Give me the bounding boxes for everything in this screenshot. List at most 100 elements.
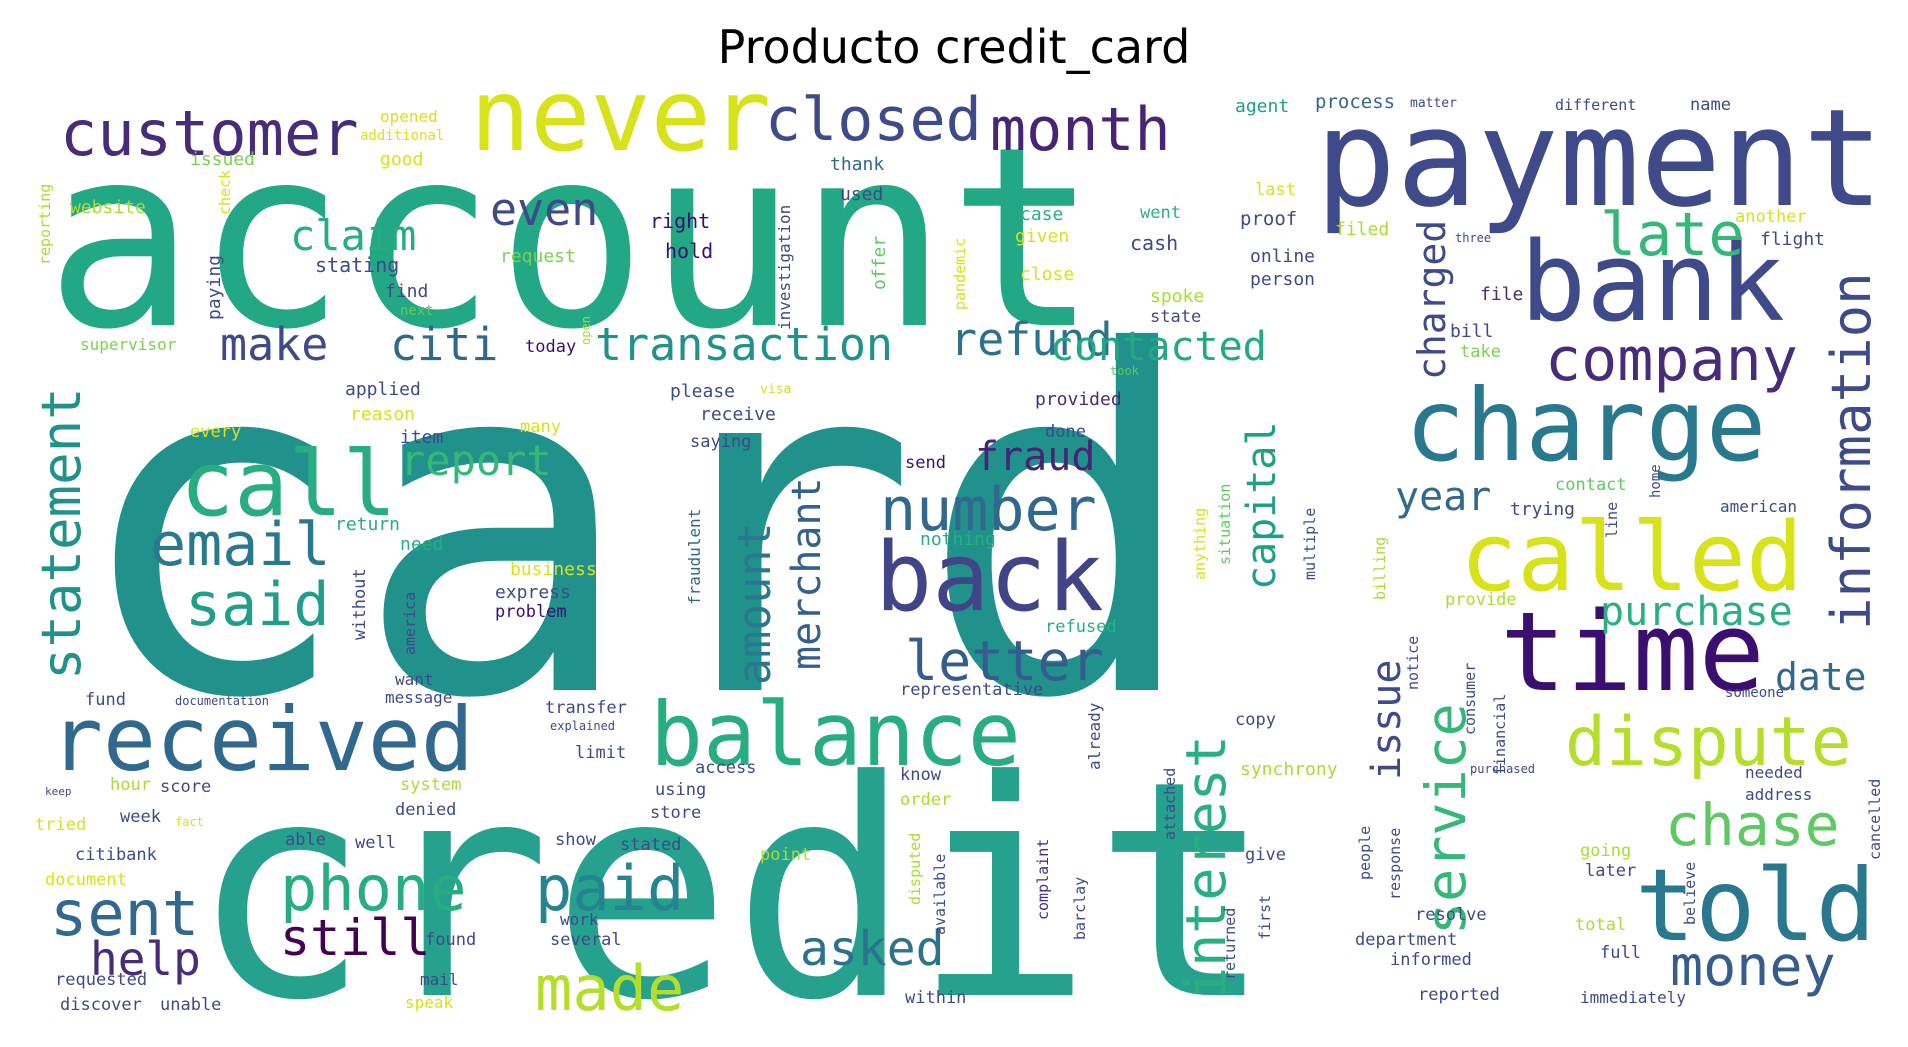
word-total: total: [1575, 915, 1626, 935]
word-business: business: [510, 559, 597, 580]
word-requested: requested: [55, 970, 147, 990]
word-fact: fact: [175, 815, 204, 829]
word-contacted: contacted: [1050, 324, 1267, 370]
word-person: person: [1250, 269, 1315, 290]
word-make: make: [220, 318, 328, 371]
word-took: took: [1110, 364, 1140, 378]
word-people: people: [1356, 826, 1374, 880]
word-saying: saying: [690, 432, 751, 452]
word-transaction: transaction: [595, 318, 893, 371]
word-store: store: [650, 803, 701, 823]
word-dispute: dispute: [1565, 703, 1852, 782]
word-given: given: [1015, 226, 1069, 247]
word-bill: bill: [1450, 321, 1493, 342]
word-file: file: [1480, 284, 1523, 305]
word-able: able: [285, 830, 326, 850]
word-within: within: [905, 988, 966, 1008]
word-made: made: [535, 952, 684, 1025]
word-well: well: [355, 833, 396, 853]
word-fraud: fraud: [975, 434, 1095, 480]
word-still: still: [280, 909, 431, 967]
word-synchrony: synchrony: [1240, 759, 1338, 780]
word-department: department: [1355, 930, 1457, 950]
word-supervisor: supervisor: [80, 335, 177, 354]
word-paying: paying: [204, 255, 225, 320]
word-express: express: [495, 582, 571, 603]
word-year: year: [1395, 474, 1491, 520]
word-later: later: [1585, 861, 1636, 881]
word-help: help: [90, 932, 201, 986]
word-card: card: [70, 254, 1202, 801]
word-copy: copy: [1235, 710, 1276, 730]
word-month: month: [990, 95, 1171, 165]
word-proof: proof: [1240, 208, 1297, 230]
word-email: email: [150, 510, 331, 580]
word-want: want: [395, 670, 434, 689]
word-refund: refund: [950, 313, 1113, 366]
word-another: another: [1735, 207, 1807, 227]
word-using: using: [655, 780, 706, 800]
word-asked: asked: [800, 921, 945, 977]
word-called: called: [1460, 503, 1803, 613]
word-case: case: [1020, 204, 1063, 225]
word-score: score: [160, 777, 211, 797]
word-fraudulent: fraudulent: [685, 509, 704, 605]
word-find: find: [385, 281, 428, 302]
word-going: going: [1580, 841, 1631, 861]
word-keep: keep: [45, 785, 72, 798]
word-situation: situation: [1216, 484, 1234, 565]
word-credit: credit: [190, 717, 1274, 1047]
word-trying: trying: [1510, 499, 1575, 520]
word-american: american: [1720, 497, 1797, 516]
word-issue: issue: [1364, 660, 1410, 780]
word-citibank: citibank: [75, 845, 157, 865]
word-process: process: [1315, 91, 1395, 113]
word-customer: customer: [60, 97, 359, 170]
word-believe: believe: [1681, 862, 1699, 925]
word-money: money: [1670, 934, 1836, 998]
word-give: give: [1245, 845, 1286, 865]
word-address: address: [1745, 785, 1812, 804]
word-without: without: [350, 568, 370, 640]
word-denied: denied: [395, 800, 456, 820]
word-good: good: [380, 149, 423, 170]
word-discover: discover: [60, 995, 142, 1015]
word-open: open: [579, 316, 593, 345]
word-home: home: [1648, 464, 1664, 498]
word-tried: tried: [35, 815, 86, 835]
word-representative: representative: [900, 680, 1043, 700]
word-thank: thank: [830, 154, 884, 175]
word-last: last: [1255, 180, 1296, 200]
word-paid: paid: [535, 852, 684, 925]
word-documentation: documentation: [175, 694, 269, 708]
word-amount: amount: [728, 522, 781, 685]
word-anything: anything: [1191, 508, 1209, 580]
word-order: order: [900, 790, 951, 810]
word-complaint: complaint: [1034, 839, 1052, 920]
word-charged: charged: [1410, 220, 1454, 380]
word-problem: problem: [495, 602, 567, 622]
word-call: call: [180, 432, 397, 537]
word-pandemic: pandemic: [951, 238, 969, 310]
word-payment: payment: [1315, 80, 1884, 237]
word-report: report: [400, 436, 552, 485]
word-closed: closed: [765, 85, 982, 155]
word-phone: phone: [280, 852, 467, 925]
word-back: back: [875, 523, 1104, 633]
word-cancelled: cancelled: [1866, 779, 1884, 860]
word-refused: refused: [1045, 617, 1117, 637]
word-opened: opened: [380, 107, 438, 126]
word-message: message: [385, 688, 452, 707]
word-visa: visa: [760, 382, 791, 397]
word-additional: additional: [360, 128, 444, 144]
word-even: even: [490, 183, 598, 236]
word-know: know: [900, 765, 942, 785]
word-late: late: [1600, 200, 1745, 270]
word-information: information: [1820, 272, 1883, 630]
word-hour: hour: [110, 775, 151, 795]
word-went: went: [1140, 203, 1181, 223]
word-point: point: [760, 845, 811, 865]
word-purchase: purchase: [1600, 589, 1793, 635]
word-chase: chase: [1665, 791, 1840, 859]
word-capital: capital: [1239, 421, 1285, 590]
